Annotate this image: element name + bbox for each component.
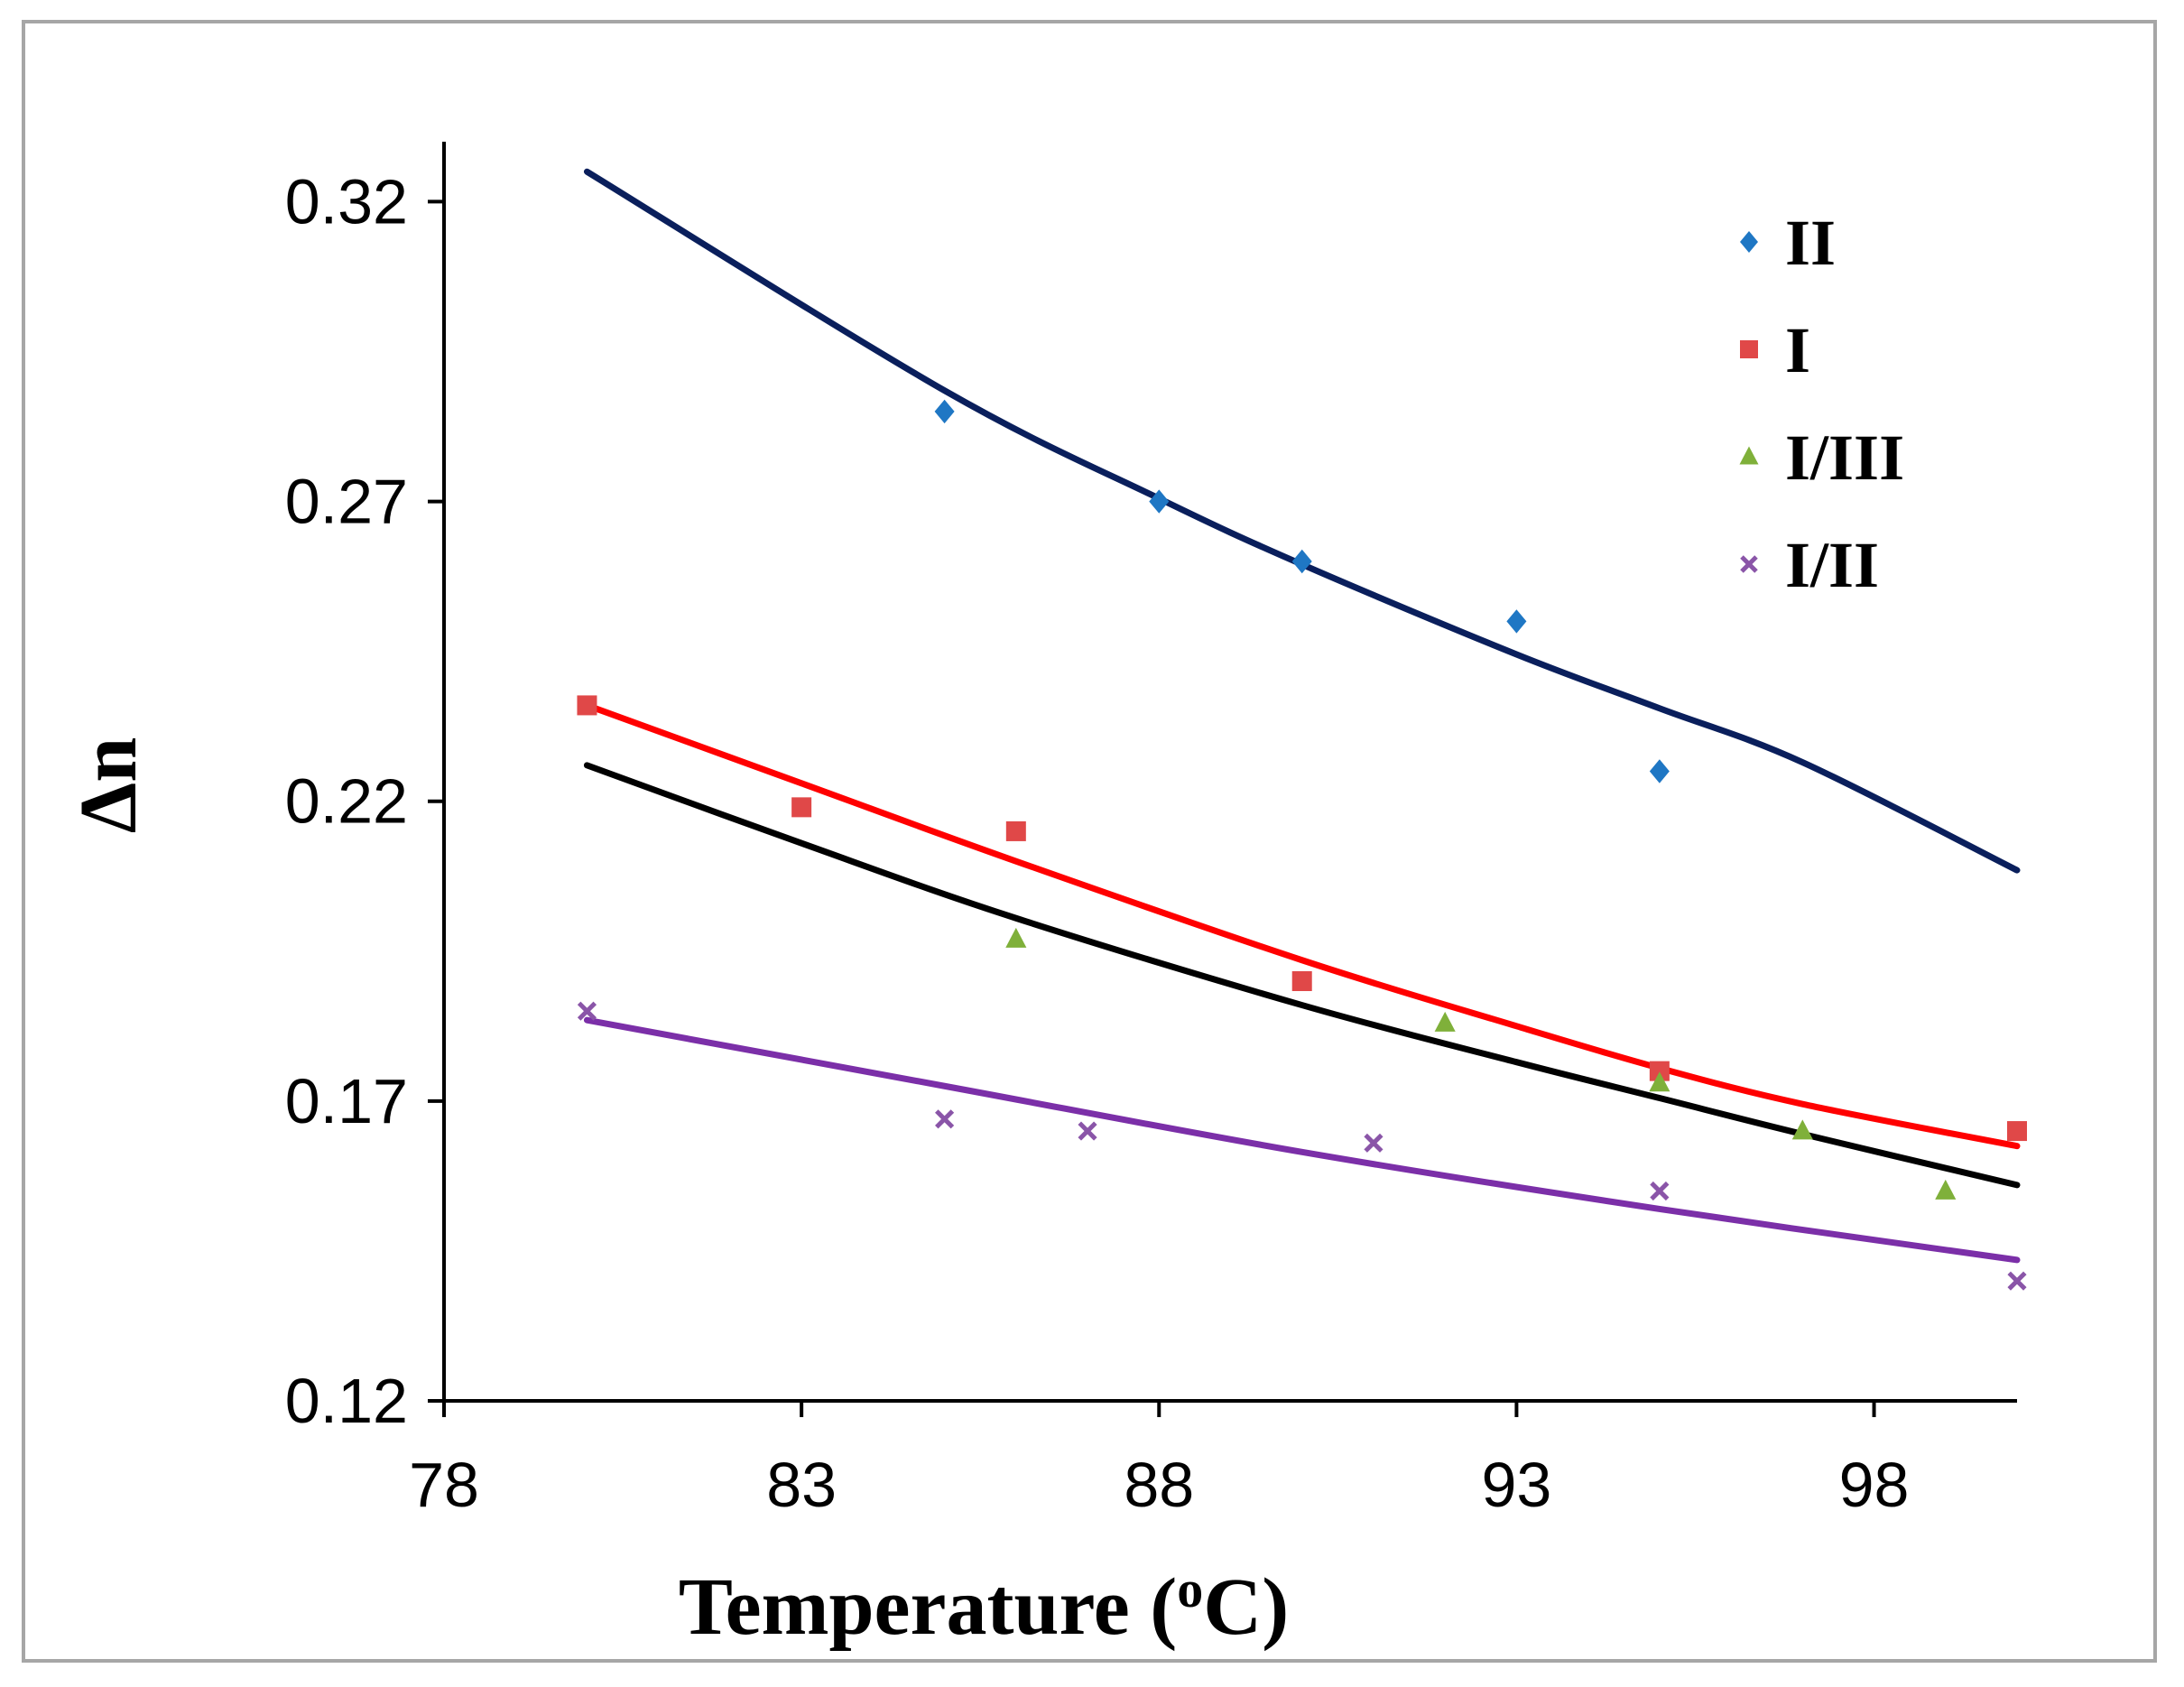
data-point-I-II	[1078, 1121, 1097, 1141]
data-point-II	[1149, 489, 1170, 514]
x-tick-label: 83	[766, 1450, 837, 1520]
y-tick-label: 0.12	[285, 1366, 408, 1436]
fit-line-II	[583, 168, 2021, 874]
data-point-II	[1291, 549, 1312, 574]
y-ticks: 0.12 0.17 0.22 0.27 0.32	[285, 166, 444, 1436]
fit-line-I-III	[583, 762, 2021, 1189]
data-point-I-II	[1650, 1181, 1670, 1201]
data-point-I-II	[1364, 1133, 1384, 1153]
y-tick-label: 0.32	[285, 166, 408, 236]
data-point-II	[1649, 759, 1670, 783]
data-point-I-II	[2007, 1271, 2027, 1291]
data-point-I-III	[1434, 1011, 1456, 1032]
data-points	[577, 399, 2027, 1291]
data-point-II	[934, 399, 955, 424]
legend-label-I-II: I/II	[1785, 529, 1879, 601]
y-tick-label: 0.17	[285, 1066, 408, 1136]
axes	[442, 142, 2017, 1403]
x-marker-stroke	[1364, 1133, 1384, 1153]
data-point-I-III	[1649, 1071, 1670, 1092]
y-axis-title: Δn	[64, 737, 153, 833]
x-marker-stroke	[1650, 1181, 1670, 1201]
data-point-I-III	[1935, 1179, 1957, 1200]
data-point-I-II	[577, 1001, 597, 1021]
data-point-I	[577, 695, 597, 716]
legend-marker-I	[1740, 340, 1758, 358]
fit-line-I	[583, 701, 2021, 1150]
data-point-II	[1506, 609, 1527, 634]
x-tick-label: 88	[1124, 1450, 1194, 1520]
fit-lines	[583, 168, 2021, 1264]
data-point-I-II	[935, 1109, 955, 1129]
x-axis-title: Temperature (oC)	[679, 1560, 1289, 1652]
fit-line-I-II	[583, 1016, 2021, 1264]
x-tick-label: 78	[409, 1450, 479, 1520]
data-point-I-III	[1005, 927, 1027, 948]
x-marker-stroke	[1740, 555, 1758, 573]
data-point-I	[1005, 820, 1026, 841]
x-marker-stroke	[2007, 1271, 2027, 1291]
data-point-I	[1291, 971, 1312, 991]
y-tick-label: 0.22	[285, 766, 408, 837]
x-tick-label: 98	[1839, 1450, 1910, 1520]
y-tick-label: 0.27	[285, 467, 408, 537]
legend-marker-II	[1740, 231, 1758, 253]
chart-frame	[22, 20, 2157, 1663]
data-point-I-III	[1791, 1119, 1813, 1140]
legend-marker-I-III	[1739, 446, 1759, 465]
x-marker-stroke	[577, 1001, 597, 1021]
legend-label-I-III: I/III	[1785, 422, 1904, 494]
x-marker-stroke	[1078, 1121, 1097, 1141]
x-tick-label: 93	[1481, 1450, 1551, 1520]
legend-marker-I-II	[1740, 555, 1758, 573]
legend-label-II: II	[1785, 207, 1836, 279]
x-marker-stroke	[935, 1109, 955, 1129]
legend-label-I: I	[1785, 314, 1810, 386]
data-point-I	[2007, 1121, 2027, 1142]
data-point-I	[791, 797, 812, 818]
data-point-I	[1649, 1061, 1670, 1081]
x-ticks: 78 83 88 93 98	[409, 1401, 1909, 1520]
